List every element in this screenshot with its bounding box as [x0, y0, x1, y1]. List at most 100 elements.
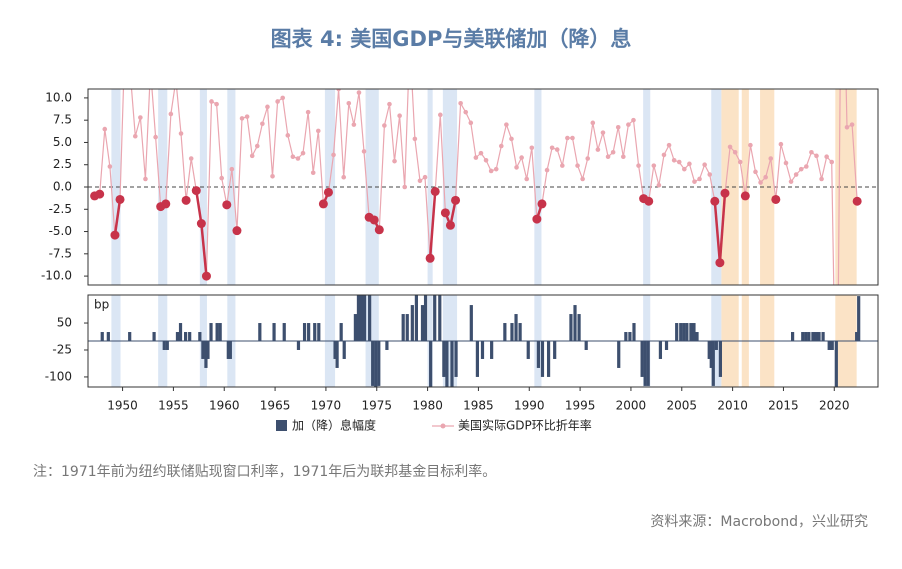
y-tick-label: -10.0 [41, 269, 72, 283]
bar [518, 323, 522, 341]
legend-label: 美国实际GDP环比折年率 [458, 418, 592, 433]
negative-point [318, 199, 328, 209]
negative-point [440, 208, 450, 218]
negative-point [715, 258, 725, 268]
point [478, 150, 484, 156]
bar [830, 341, 834, 350]
point [412, 136, 418, 142]
point [636, 163, 641, 168]
bar [540, 341, 545, 377]
point [595, 147, 601, 152]
point [178, 131, 184, 136]
negative-point [445, 220, 455, 230]
bar [165, 341, 169, 350]
plot-area [88, 70, 878, 285]
point [549, 145, 555, 151]
point [605, 154, 611, 160]
point [697, 176, 702, 182]
bar [356, 295, 361, 341]
point [315, 128, 321, 134]
negative-point [532, 214, 542, 224]
x-tick-label: 2000 [616, 399, 647, 413]
point [707, 172, 713, 177]
note: 注：1971年前为纽约联储贴现窗口利率，1971年后为联邦基金目标利率。 [33, 463, 496, 480]
negative-point [201, 271, 211, 281]
point [174, 78, 179, 83]
y-tick-label: -25 [52, 342, 72, 356]
point [341, 174, 347, 180]
bar [514, 314, 518, 341]
x-tick-label: 1970 [311, 399, 342, 413]
negative-point [852, 196, 862, 206]
bar [714, 341, 718, 350]
negative-point [222, 200, 232, 210]
point [143, 176, 148, 182]
y-tick-label: 5.0 [53, 135, 72, 149]
point [783, 160, 789, 166]
point [778, 141, 784, 147]
bar [272, 323, 276, 341]
bar [857, 296, 861, 341]
point [336, 89, 341, 92]
bar [480, 341, 485, 359]
x-tick-label: 1980 [412, 399, 443, 413]
bar [333, 341, 337, 359]
bar [178, 323, 183, 341]
point [128, 70, 133, 75]
y-tick-label: -2.5 [49, 202, 72, 216]
legend-label: 加（降）息幅度 [292, 418, 376, 433]
bar [368, 295, 372, 341]
x-tick-label: 2010 [717, 399, 748, 413]
point [361, 149, 367, 154]
point [463, 109, 469, 115]
negative-point [740, 191, 750, 201]
bar [718, 341, 723, 377]
point [682, 166, 687, 172]
bar [675, 323, 679, 341]
point [229, 166, 235, 172]
point [107, 164, 113, 169]
x-tick-label: 2015 [768, 399, 799, 413]
point [570, 135, 575, 141]
bar [106, 332, 110, 341]
bar [188, 332, 192, 341]
bar [682, 323, 686, 341]
negative-point [451, 195, 461, 205]
negative-point [374, 225, 384, 235]
point [844, 125, 850, 130]
point [214, 101, 219, 107]
bar [204, 341, 208, 368]
negative-point [191, 186, 201, 196]
bar [201, 341, 205, 359]
point [748, 142, 753, 148]
chart-title: 图表 4: 美国GDP与美联储加（降）息 [271, 27, 632, 51]
bar [646, 341, 650, 386]
negative-segment [718, 193, 727, 263]
bar [553, 341, 557, 359]
x-tick-label: 1995 [565, 399, 596, 413]
point [305, 109, 311, 115]
negative-point [181, 195, 191, 205]
point [417, 178, 423, 184]
bar [584, 341, 588, 350]
point [437, 112, 443, 118]
bar [420, 305, 425, 341]
point [600, 130, 606, 135]
bar [362, 295, 367, 341]
negative-point [710, 196, 720, 206]
point [244, 114, 250, 119]
bar [679, 323, 683, 341]
point [763, 174, 768, 180]
bar [790, 332, 795, 341]
shaded-period [711, 89, 722, 285]
bar [817, 332, 821, 341]
negative-segment [113, 199, 122, 236]
point [849, 122, 855, 127]
point [493, 166, 499, 172]
bar [855, 332, 859, 341]
bar [414, 295, 419, 341]
point [575, 163, 580, 168]
bar [628, 332, 632, 341]
negative-segment [428, 191, 437, 259]
point [768, 156, 774, 161]
